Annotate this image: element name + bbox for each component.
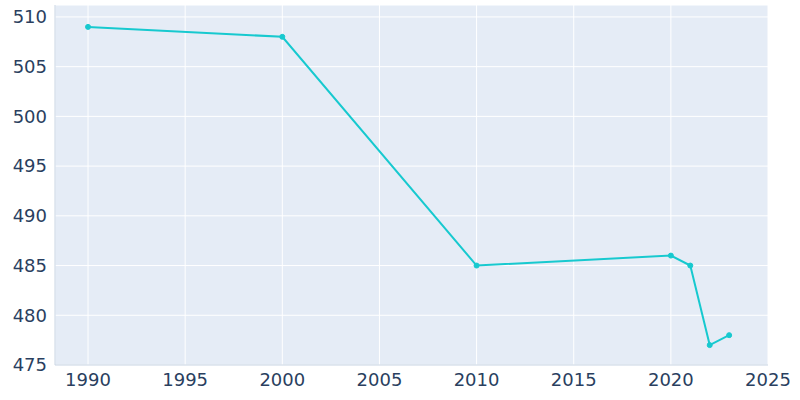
svg-text:2020: 2020	[648, 369, 694, 390]
svg-text:510: 510	[13, 6, 47, 27]
svg-text:2015: 2015	[551, 369, 597, 390]
svg-text:2010: 2010	[454, 369, 500, 390]
svg-text:1995: 1995	[162, 369, 208, 390]
svg-text:2005: 2005	[357, 369, 403, 390]
svg-text:2025: 2025	[745, 369, 791, 390]
svg-text:500: 500	[13, 106, 47, 127]
svg-text:490: 490	[13, 205, 47, 226]
svg-text:475: 475	[13, 354, 47, 375]
svg-text:495: 495	[13, 155, 47, 176]
svg-text:485: 485	[13, 255, 47, 276]
svg-text:480: 480	[13, 305, 47, 326]
svg-text:505: 505	[13, 56, 47, 77]
svg-text:2000: 2000	[259, 369, 305, 390]
svg-text:1990: 1990	[65, 369, 111, 390]
